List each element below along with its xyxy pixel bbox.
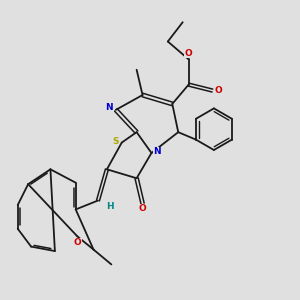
Text: N: N [154, 147, 161, 156]
Text: O: O [73, 238, 81, 247]
Text: O: O [139, 204, 146, 213]
Text: N: N [106, 103, 113, 112]
Text: H: H [106, 202, 114, 211]
Text: O: O [185, 49, 193, 58]
Text: S: S [112, 136, 119, 146]
Text: O: O [214, 86, 222, 95]
